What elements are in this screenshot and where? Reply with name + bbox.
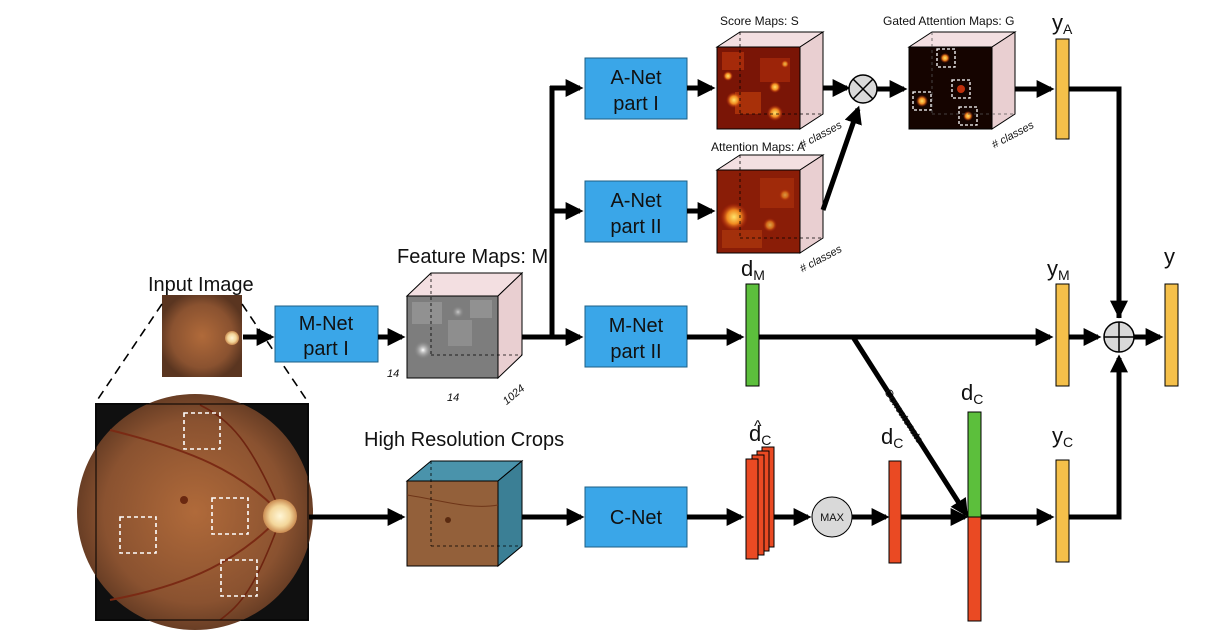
- mnet-part1-box: M-Net part I: [274, 305, 379, 363]
- attention-maps-label: Attention Maps: A: [711, 140, 805, 154]
- mnet-part2-box: M-Net part II: [584, 305, 688, 368]
- gated-attention-maps-cube: [907, 31, 1017, 130]
- feature-maps-label: Feature Maps: M: [397, 246, 548, 268]
- crop-region-1: [183, 412, 221, 450]
- y-output-vector: [1164, 283, 1179, 387]
- high-res-crops-label: High Resolution Crops: [364, 429, 564, 451]
- zoom-line-right: [241, 303, 309, 403]
- dm-label: dM: [741, 256, 765, 283]
- crop-region-3: [119, 516, 157, 554]
- input-image-thumbnail: [162, 295, 242, 377]
- cnet-label: C-Net: [610, 507, 663, 529]
- anet-part1-line1: A-Net: [610, 67, 662, 89]
- yc-vector: [1055, 459, 1070, 563]
- input-image-label: Input Image: [148, 274, 254, 296]
- mnet-part1-line2: part I: [303, 338, 349, 360]
- ym-vector: [1055, 283, 1070, 387]
- gated-attention-maps-label: Gated Attention Maps: G: [883, 14, 1014, 28]
- line-ya-to-sum: [1069, 86, 1122, 318]
- anet-part1-line2: part I: [613, 93, 659, 115]
- dc-max-vector: [888, 460, 902, 564]
- feature-dim-width: 14: [447, 392, 459, 404]
- max-node: MAX: [811, 496, 853, 538]
- feature-maps-cube: [405, 271, 524, 380]
- sum-node: [1103, 321, 1135, 353]
- score-maps-cube: [715, 31, 825, 130]
- crop-region-2: [211, 497, 249, 535]
- multiply-node: [848, 74, 878, 104]
- dc-concat-vector: [967, 411, 982, 622]
- crop-region-4: [220, 559, 258, 597]
- ya-vector: [1055, 38, 1070, 140]
- dc-max-label: dC: [881, 424, 903, 451]
- mnet-part1-line1: M-Net: [299, 313, 354, 335]
- score-maps-label: Score Maps: S: [720, 14, 799, 28]
- mnet-part2-line1: M-Net: [609, 315, 664, 337]
- dc-hat-stack: [745, 446, 775, 560]
- feature-dim-depth: 1024: [501, 383, 527, 408]
- high-res-crops-cube: [405, 459, 524, 568]
- cnet-box: C-Net: [584, 486, 688, 548]
- arrow-attention-to-multiply: [820, 105, 862, 211]
- max-label: MAX: [820, 512, 845, 524]
- dc-hat-label: dC: [749, 421, 771, 448]
- anet-part1-box: A-Net part I: [584, 57, 688, 120]
- anet-part2-box: A-Net part II: [584, 180, 688, 243]
- feature-dim-height: 14: [387, 368, 399, 380]
- ym-label: yM: [1047, 256, 1070, 283]
- dc-concat-label: dC: [961, 380, 983, 407]
- anet-part2-line1: A-Net: [610, 190, 662, 212]
- dc-hat-accent: ^: [754, 418, 762, 435]
- anet-part2-line2: part II: [610, 216, 661, 238]
- attention-maps-cube: [715, 154, 825, 254]
- arrow-concatenate: [850, 335, 969, 518]
- ya-label: yA: [1052, 10, 1073, 37]
- zoom-line-left: [95, 303, 163, 403]
- mnet-part2-line2: part II: [610, 341, 661, 363]
- high-resolution-input-image: [77, 394, 313, 630]
- yc-label: yC: [1052, 423, 1073, 450]
- y-output-label: y: [1164, 244, 1175, 269]
- line-yc-to-sum: [1069, 360, 1122, 520]
- dm-vector: [745, 283, 760, 387]
